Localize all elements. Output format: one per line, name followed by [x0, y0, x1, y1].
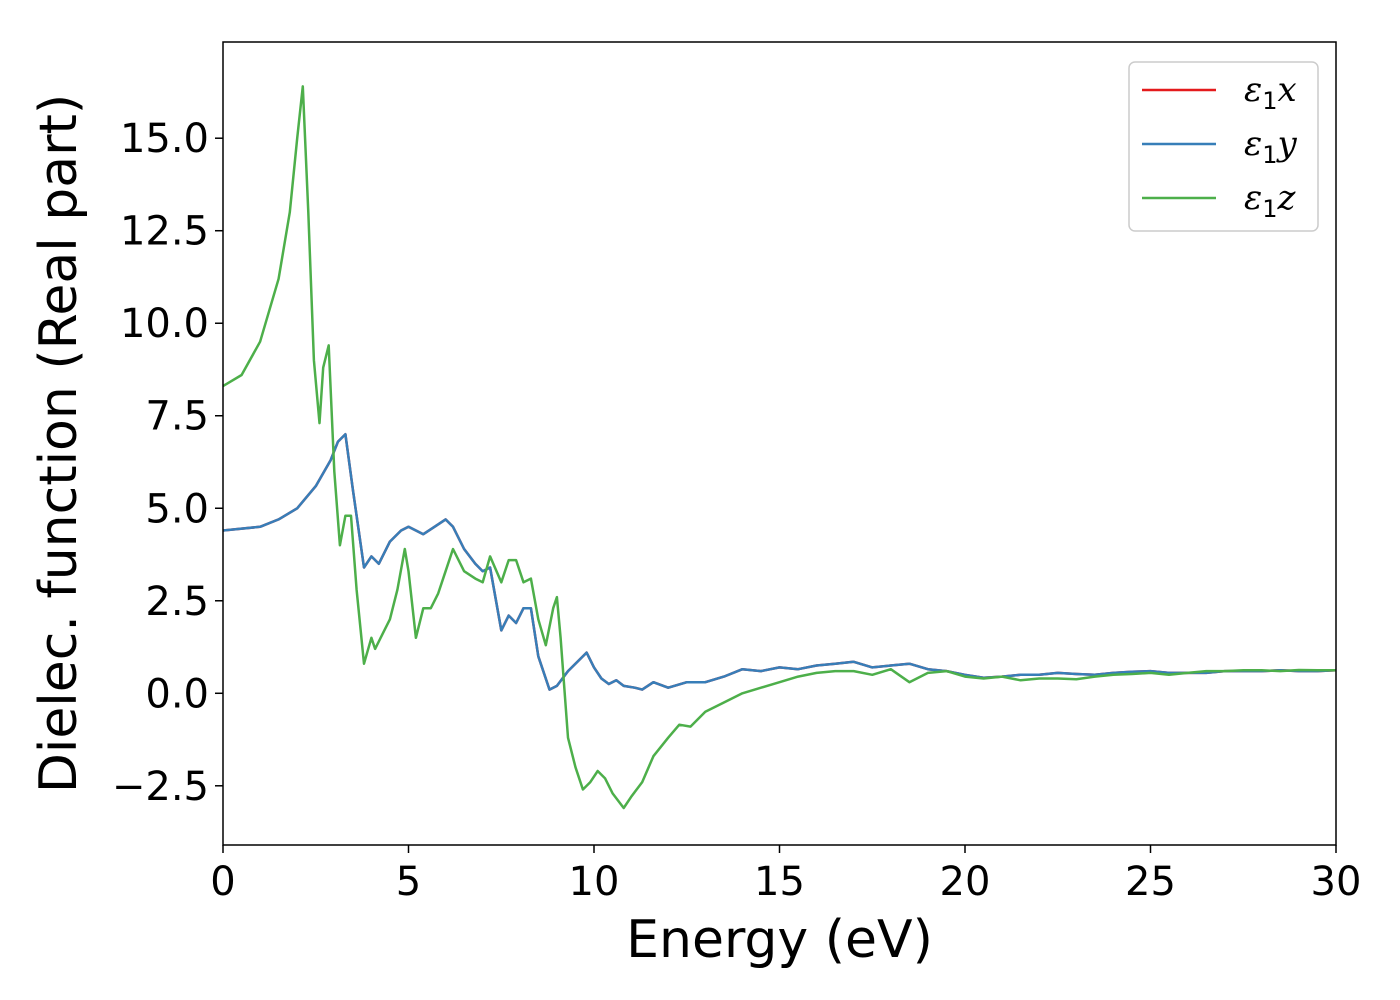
legend-label-subscript: 1 [1262, 195, 1277, 223]
legend-label-y: ε1y [1244, 124, 1298, 169]
legend-label-symbol: ε [1244, 178, 1262, 218]
x-tick-label: 30 [1311, 859, 1362, 905]
legend-label-subscript: 1 [1262, 141, 1277, 169]
y-axis-title: Dielec. function (Real part) [29, 94, 89, 793]
y-tick-label: 15.0 [120, 116, 209, 162]
legend-label-x: ε1x [1244, 70, 1297, 115]
x-tick-label: 5 [396, 859, 421, 905]
legend-label-subscript: 1 [1262, 87, 1277, 115]
y-tick-label: 10.0 [120, 301, 209, 347]
series-layer [222, 85, 1337, 810]
y-tick-label: −2.5 [112, 764, 209, 810]
x-tick-label: 25 [1125, 859, 1176, 905]
y-tick-label: 12.5 [120, 209, 209, 255]
y-tick-label: 2.5 [145, 579, 209, 625]
series-line-z [222, 85, 1336, 810]
y-tick-label: 7.5 [145, 394, 209, 440]
legend-label-symbol: ε [1244, 124, 1262, 164]
x-tick-label: 15 [754, 859, 805, 905]
x-tick-label: 20 [940, 859, 991, 905]
legend-label-suffix: y [1276, 124, 1298, 164]
legend-frame [1128, 61, 1319, 232]
legend-label-z: ε1z [1244, 178, 1297, 223]
y-tick-label: 5.0 [145, 486, 209, 532]
legend-label-suffix: x [1278, 70, 1297, 110]
legend-label-symbol: ε [1244, 70, 1262, 110]
x-axis-title: Energy (eV) [626, 910, 933, 970]
x-axis: 0 5 10 15 20 25 30 [210, 845, 1361, 905]
x-tick-label: 10 [569, 859, 620, 905]
x-tick-label: 0 [210, 859, 235, 905]
y-axis: −2.5 0.0 2.5 5.0 7.5 10.0 12.5 15.0 [112, 116, 223, 810]
y-tick-label: 0.0 [145, 671, 209, 717]
legend-label-suffix: z [1277, 178, 1297, 218]
series-line-y [222, 432, 1337, 691]
